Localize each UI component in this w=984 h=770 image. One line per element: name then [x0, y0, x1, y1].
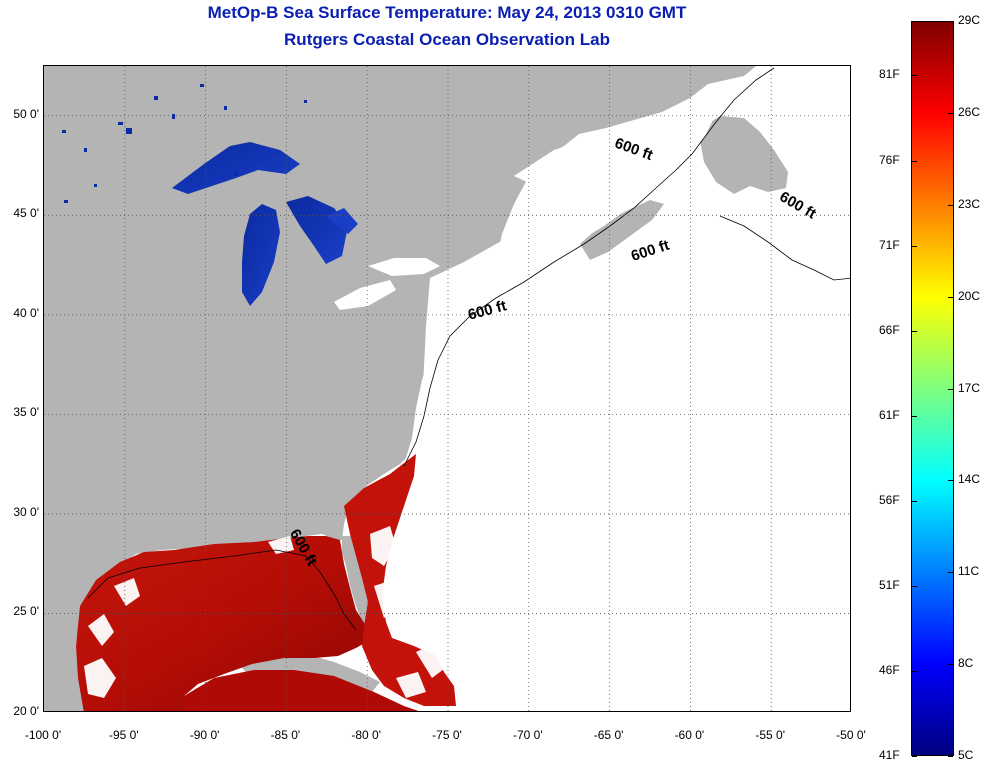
- colorbar-celsius-label: 14C: [958, 472, 981, 487]
- longitude-tick-label: -65 0': [593, 728, 624, 742]
- colorbar-celsius-tick: [948, 480, 953, 482]
- colorbar-fahrenheit-tick: [912, 330, 917, 332]
- colorbar-celsius-label: 11C: [958, 564, 980, 579]
- colorbar-fahrenheit-tick: [912, 756, 917, 757]
- colorbar-fahrenheit-tick: [912, 245, 917, 247]
- map-subtitle: Rutgers Coastal Ocean Observation Lab: [284, 30, 610, 49]
- land-north-america: [44, 66, 756, 711]
- colorbar-fahrenheit-tick: [912, 160, 917, 162]
- colorbar-celsius-tick: [948, 572, 953, 574]
- longitude-tick-label: -95 0': [108, 728, 139, 742]
- lake-huron: [286, 196, 348, 264]
- colorbar-fahrenheit-tick: [912, 585, 917, 587]
- colorbar-fahrenheit-label: 46F: [879, 662, 900, 677]
- longitude-tick-label: -75 0': [432, 728, 462, 742]
- longitude-tick-label: -55 0': [755, 728, 786, 742]
- colorbar-celsius-label: 29C: [958, 13, 981, 27]
- colorbar-celsius-label: 17C: [958, 380, 981, 395]
- longitude-tick-label: -90 0': [189, 728, 220, 742]
- longitude-tick-label: -70 0': [512, 728, 543, 742]
- st-lawrence-estuary: [514, 138, 652, 190]
- graticule: [44, 66, 850, 711]
- contour-label: 600 ft: [776, 188, 818, 222]
- colorbar-celsius-tick: [948, 204, 953, 206]
- colorbar-fahrenheit-label: 41F: [879, 748, 900, 762]
- longitude-tick-label: -100 0': [24, 728, 62, 742]
- colorbar-fahrenheit-label: 56F: [879, 492, 900, 507]
- latitude-tick-label: 45 0': [13, 206, 39, 221]
- longitude-tick-label: -85 0': [270, 728, 301, 742]
- colorbar-celsius-tick: [948, 388, 953, 390]
- contour-line-gulf: [87, 549, 357, 631]
- gulf-of-mexico-sst: [76, 536, 374, 711]
- shelf-no-data: [420, 106, 720, 446]
- contour-line-grand-banks: [719, 215, 850, 281]
- colorbar-celsius-label: 20C: [958, 288, 981, 303]
- sst-map: 600 ft 600 ft 600 ft 600 ft 600 ft: [43, 65, 851, 712]
- latitude-tick-label: 40 0': [13, 305, 39, 320]
- colorbar-fahrenheit-tick: [912, 415, 917, 417]
- lake-michigan: [242, 204, 280, 306]
- land-nova-scotia: [580, 200, 664, 260]
- map-title: MetOp-B Sea Surface Temperature: May 24,…: [207, 3, 687, 22]
- latitude-tick-label: 30 0': [13, 504, 39, 519]
- lake-superior: [172, 142, 300, 194]
- colorbar-celsius-tick: [948, 21, 953, 22]
- contour-line-atlantic: [403, 67, 775, 467]
- colorbar-fahrenheit-label: 81F: [879, 67, 900, 82]
- colorbar-celsius-label: 5C: [958, 748, 974, 762]
- lake-ontario: [368, 258, 440, 276]
- colorbar-fahrenheit-label: 61F: [879, 407, 900, 422]
- latitude-tick-label: 25 0': [13, 604, 39, 619]
- latitude-tick-label: 50 0': [13, 106, 39, 121]
- small-lakes: [62, 84, 307, 203]
- longitude-tick-label: -60 0': [674, 728, 705, 742]
- longitude-tick-label: -80 0': [351, 728, 382, 742]
- colorbar-fahrenheit-label: 66F: [879, 322, 900, 337]
- colorbar-celsius-tick: [948, 296, 953, 298]
- colorbar-fahrenheit-label: 71F: [879, 237, 900, 252]
- colorbar-fahrenheit-tick: [912, 670, 917, 672]
- cloud-patches: [84, 526, 448, 698]
- latitude-tick-label: 20 0': [13, 704, 39, 718]
- colorbar-fahrenheit-label: 76F: [879, 152, 900, 167]
- colorbar-celsius-tick: [948, 756, 953, 757]
- land-newfoundland: [698, 116, 788, 194]
- temperature-colorbar: [911, 21, 954, 756]
- colorbar-celsius-tick: [948, 664, 953, 666]
- georgian-bay: [326, 208, 358, 234]
- caribbean-sst: [184, 670, 419, 711]
- colorbar-fahrenheit-tick: [912, 75, 917, 77]
- colorbar-fahrenheit-tick: [912, 500, 917, 502]
- gulf-stream-sst: [344, 454, 456, 706]
- contour-label: 600 ft: [629, 237, 672, 265]
- colorbar-fahrenheit-label: 51F: [879, 577, 900, 592]
- colorbar-celsius-tick: [948, 112, 953, 114]
- latitude-tick-label: 35 0': [13, 405, 39, 420]
- longitude-tick-label: -50 0': [836, 728, 866, 742]
- lake-erie: [334, 280, 396, 310]
- colorbar-celsius-label: 23C: [958, 196, 981, 211]
- colorbar-celsius-label: 8C: [958, 656, 974, 671]
- colorbar-celsius-label: 26C: [958, 104, 981, 119]
